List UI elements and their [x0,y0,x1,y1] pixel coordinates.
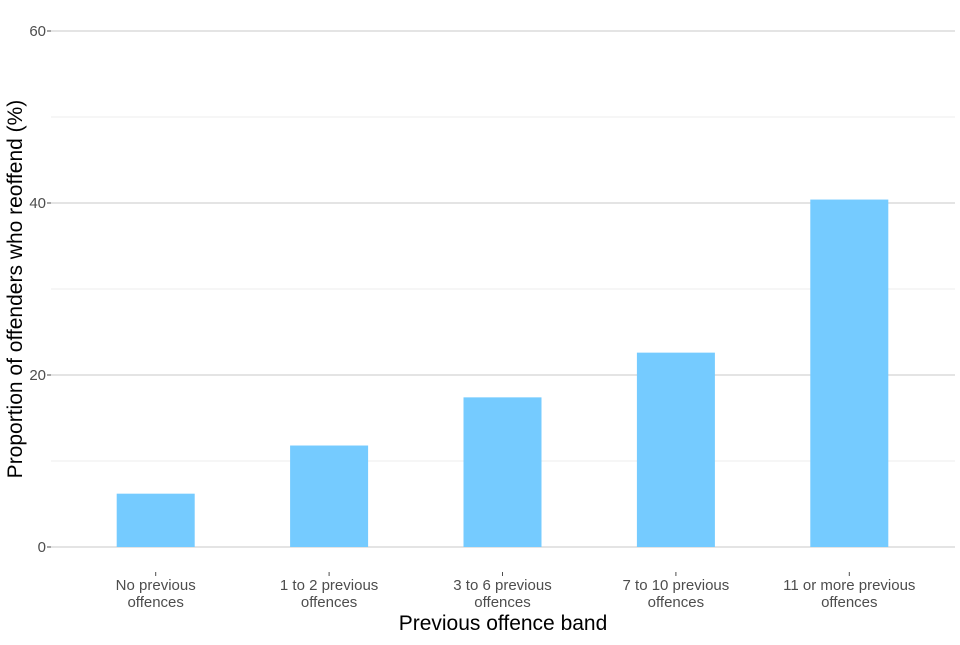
x-tick-label-line: 3 to 6 previous [453,577,551,594]
x-tick-label-line: No previous [116,577,196,594]
y-axis-title: Proportion of offenders who reoffend (%) [4,100,27,479]
x-tick-label-line: 1 to 2 previous [280,577,378,594]
x-tick-label-line: offences [474,594,530,611]
x-tick-label: No previous offences [116,577,196,611]
x-tick-label: 7 to 10 previous offences [623,577,730,611]
grid-layer [51,30,955,548]
y-tick-label: 60 [29,23,46,40]
y-tick-label: 0 [38,539,46,556]
x-tick-label-line: offences [821,594,877,611]
x-tick-label-line: offences [127,594,183,611]
bar-1 [116,493,195,547]
x-tick-label-line: offences [648,594,704,611]
x-tick-label: 1 to 2 previous offences [280,577,378,611]
bar-5 [810,199,889,547]
x-tick-label-line: 11 or more previous [783,577,915,594]
x-tick-label-line: 7 to 10 previous [623,577,730,594]
y-tick-label: 40 [29,195,46,212]
x-tick-label: 11 or more previous offences [783,577,915,611]
x-axis-title: Previous offence band [399,612,608,635]
bar-3 [463,397,542,547]
x-tick-label: 3 to 6 previous offences [453,577,551,611]
bars-layer [116,199,889,547]
x-tick-label-line: offences [301,594,357,611]
y-axis: 0 20 40 60 [29,23,51,556]
y-tick-label: 20 [29,367,46,384]
bar-2 [290,445,369,547]
bar-4 [636,352,715,547]
